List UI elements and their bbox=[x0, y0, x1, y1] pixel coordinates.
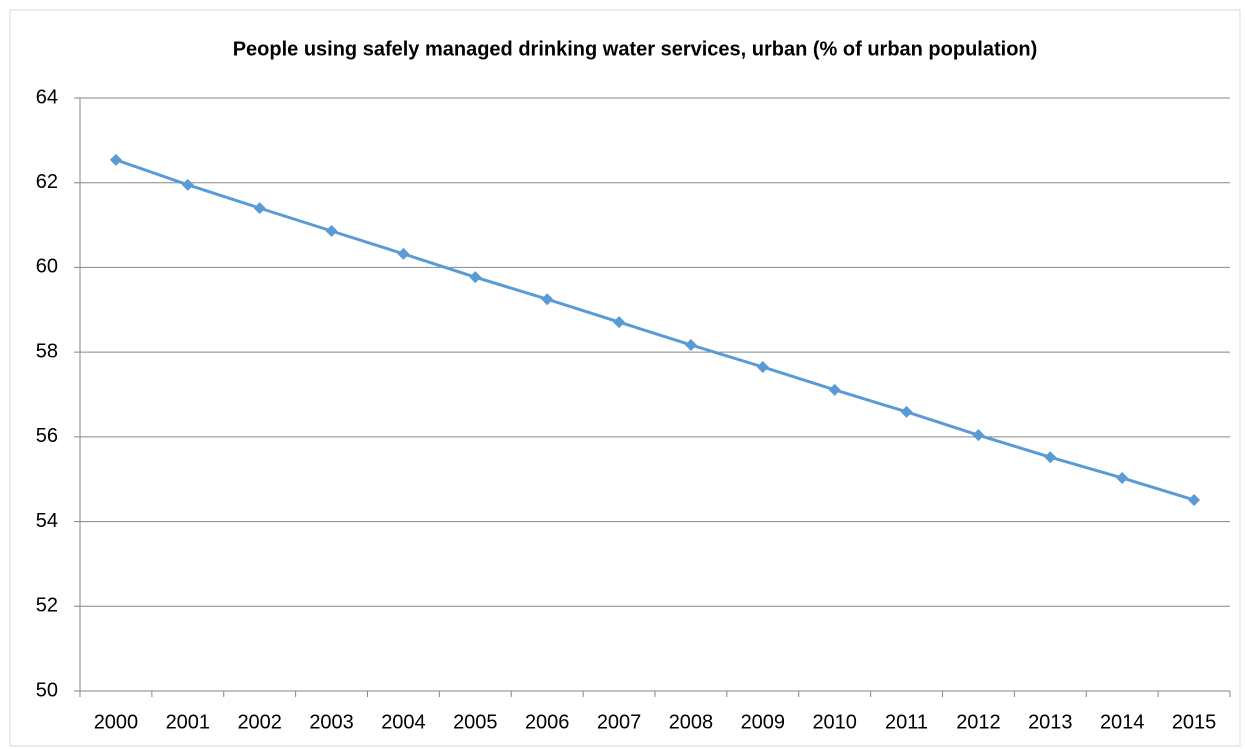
x-tick-label: 2013 bbox=[1028, 711, 1073, 733]
data-marker bbox=[541, 293, 554, 306]
data-line bbox=[115, 158, 1195, 502]
data-marker bbox=[684, 338, 697, 351]
x-tick-label: 2011 bbox=[885, 711, 928, 733]
y-tick-label: 60 bbox=[36, 256, 58, 278]
chart-frame bbox=[9, 9, 1241, 747]
data-marker bbox=[828, 383, 841, 396]
x-tick-label: 2001 bbox=[166, 711, 211, 733]
x-tick-label: 2003 bbox=[309, 711, 354, 733]
x-tick-label: 2010 bbox=[812, 711, 857, 733]
data-marker bbox=[756, 360, 769, 373]
data-marker bbox=[972, 429, 985, 442]
y-tick-label: 64 bbox=[36, 86, 58, 108]
x-tick-label: 2005 bbox=[453, 711, 498, 733]
data-marker bbox=[181, 178, 194, 191]
x-tick-label: 2004 bbox=[381, 711, 426, 733]
data-marker bbox=[613, 316, 626, 329]
y-tick-label: 52 bbox=[36, 595, 58, 617]
chart-title: People using safely managed drinking wat… bbox=[233, 38, 1038, 60]
x-tick-label: 2006 bbox=[525, 711, 570, 733]
data-marker bbox=[325, 225, 338, 238]
x-tick-label: 2015 bbox=[1172, 711, 1217, 733]
x-tick-label: 2014 bbox=[1100, 711, 1145, 733]
y-tick-label: 62 bbox=[36, 171, 58, 193]
data-marker bbox=[469, 271, 482, 284]
x-tick-label: 2002 bbox=[237, 711, 282, 733]
data-marker bbox=[253, 202, 266, 215]
data-marker bbox=[1044, 451, 1057, 464]
x-tick-label: 2007 bbox=[597, 711, 642, 733]
data-marker bbox=[1188, 493, 1201, 506]
y-tick-label: 54 bbox=[36, 510, 58, 532]
x-tick-label: 2009 bbox=[741, 711, 786, 733]
y-tick-label: 50 bbox=[36, 679, 58, 701]
x-tick-label: 2008 bbox=[669, 711, 714, 733]
x-tick-label: 2012 bbox=[956, 711, 1001, 733]
data-marker bbox=[900, 405, 913, 418]
y-tick-label: 58 bbox=[36, 340, 58, 362]
data-marker bbox=[397, 247, 410, 260]
y-tick-label: 56 bbox=[36, 425, 58, 447]
x-tick-label: 2000 bbox=[94, 711, 139, 733]
data-marker bbox=[1116, 471, 1129, 484]
data-marker bbox=[109, 153, 122, 166]
